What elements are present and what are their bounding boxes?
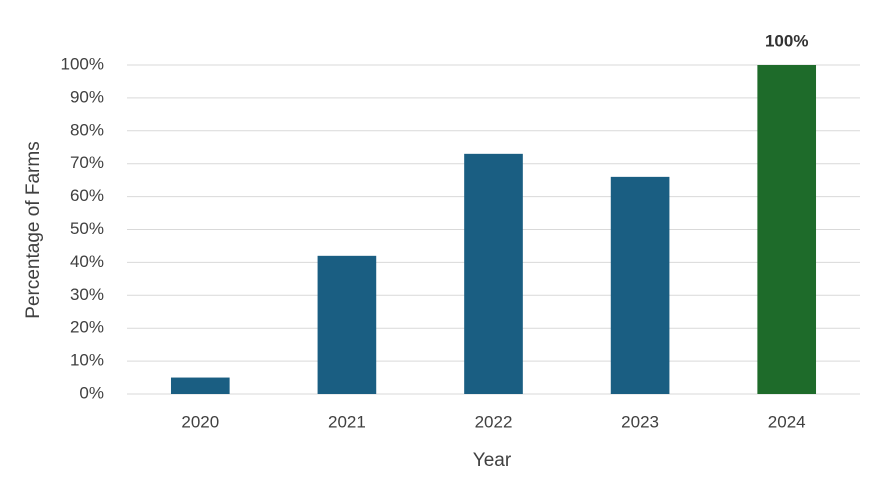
y-axis-label: Percentage of Farms (23, 141, 44, 318)
y-tick-label: 50% (70, 219, 104, 238)
y-tick-label: 30% (70, 285, 104, 304)
y-tick-label: 60% (70, 186, 104, 205)
x-tick-label: 2020 (181, 412, 219, 431)
y-tick-label: 100% (61, 54, 104, 73)
y-tick-label: 70% (70, 153, 104, 172)
bar (170, 377, 230, 394)
y-tick-label: 40% (70, 252, 104, 271)
bar (757, 65, 817, 394)
y-tick-label: 20% (70, 318, 104, 337)
data-label: 100% (765, 31, 808, 50)
bar (317, 255, 377, 394)
x-tick-label: 2023 (621, 412, 659, 431)
y-tick-label: 80% (70, 120, 104, 139)
x-tick-label: 2022 (475, 412, 513, 431)
y-tick-label: 0% (79, 383, 104, 402)
bar (610, 176, 670, 394)
y-tick-label: 90% (70, 87, 104, 106)
y-tick-label: 10% (70, 351, 104, 370)
bar (464, 153, 523, 394)
x-tick-label: 2024 (768, 412, 806, 431)
x-tick-label: 2021 (328, 412, 366, 431)
x-axis-label: Year (473, 450, 512, 471)
